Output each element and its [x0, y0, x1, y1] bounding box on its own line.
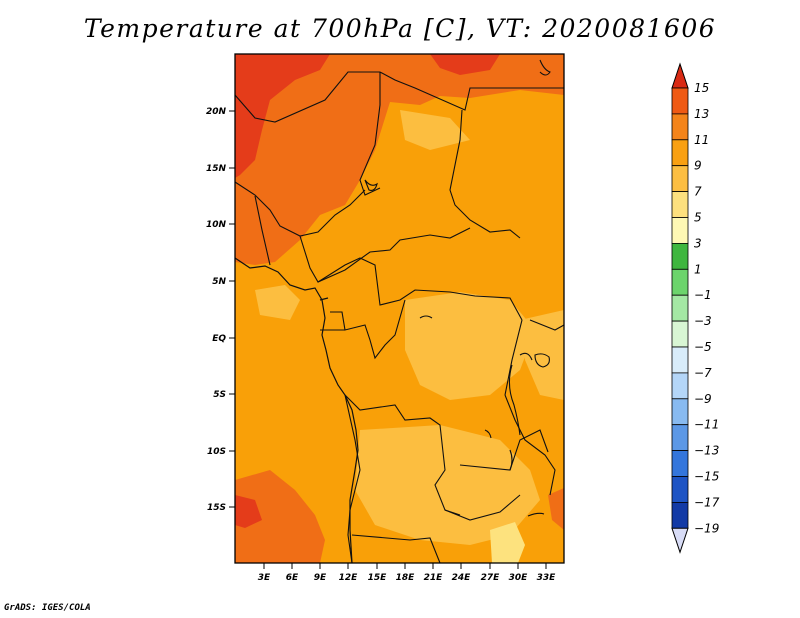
- colorbar-box: [671, 191, 689, 218]
- lon-label-3e: 3E: [258, 573, 271, 583]
- lat-label-5s: 5S: [213, 390, 226, 400]
- lat-label-10s: 10S: [207, 447, 226, 457]
- colorbar-label: 9: [694, 159, 702, 173]
- field-7c-gulf: [255, 285, 300, 320]
- colorbar-box: [671, 268, 689, 296]
- lon-label-24e: 24E: [452, 573, 472, 583]
- coastline: [234, 257, 359, 564]
- colorbar-box: [671, 139, 689, 167]
- lat-label-10n: 10N: [206, 220, 227, 230]
- grads-credit: GrADS: IGES/COLA: [4, 603, 91, 613]
- colorbar-box: [671, 372, 689, 400]
- lon-label-30e: 30E: [509, 573, 529, 583]
- colorbar-label: −19: [694, 521, 719, 535]
- field-5c-south: [490, 522, 525, 563]
- colorbar-label: 11: [694, 133, 709, 147]
- colorbar-bottom-arrow: [671, 527, 689, 554]
- colorbar: 15 13 11 9 7 5 3 1 −1 −3 −5 −7 −9 −11 −13 −15 −17 −19: [671, 62, 720, 554]
- colorbar-label: 3: [694, 236, 702, 250]
- field-7c-congo: [405, 292, 535, 400]
- colorbar-label: −3: [694, 314, 712, 328]
- colorbar-box: [671, 294, 689, 322]
- lon-label-6e: 6E: [286, 573, 299, 583]
- lon-label-15e: 15E: [368, 573, 388, 583]
- colorbar-box: [671, 242, 689, 270]
- lat-label-5n: 5N: [212, 277, 226, 287]
- field-13c-ne: [430, 54, 500, 75]
- field-13c-sw: [235, 495, 262, 528]
- field-7c-sahel: [400, 110, 470, 150]
- lon-label-18e: 18E: [396, 573, 416, 583]
- colorbar-box: [671, 113, 689, 141]
- colorbar-box: [671, 424, 689, 452]
- colorbar-box: [671, 346, 689, 374]
- colorbar-label: −5: [694, 340, 712, 354]
- field-11c-north: [235, 54, 564, 265]
- latitude-axis: 20N 15N 10N 5N EQ 5S 10S 15S: [206, 107, 235, 513]
- country-borders: [234, 71, 565, 564]
- colorbar-label: −7: [694, 366, 712, 380]
- lat-label-eq: EQ: [212, 334, 226, 344]
- colorbar-box: [671, 87, 689, 115]
- colorbar-label: −17: [694, 495, 720, 509]
- lat-label-15s: 15S: [207, 503, 226, 513]
- colorbar-label: −11: [694, 418, 719, 432]
- colorbar-label: −9: [694, 392, 712, 406]
- colorbar-box: [671, 165, 689, 192]
- field-13c-nw: [235, 54, 330, 178]
- colorbar-box: [671, 450, 689, 477]
- colorbar-label: 15: [694, 81, 709, 95]
- field-11c-sw: [235, 470, 325, 563]
- lon-label-33e: 33E: [537, 573, 557, 583]
- colorbar-top-arrow: [671, 62, 689, 89]
- lakes: [364, 59, 551, 517]
- colorbar-label: −15: [694, 470, 719, 484]
- lat-label-20n: 20N: [206, 107, 227, 117]
- colorbar-label: 5: [694, 211, 702, 225]
- field-11c-east: [548, 488, 564, 530]
- lat-label-15n: 15N: [206, 164, 227, 174]
- lon-label-12e: 12E: [339, 573, 359, 583]
- temperature-field: [235, 54, 564, 563]
- colorbar-box: [671, 320, 689, 348]
- colorbar-box: [671, 398, 689, 426]
- field-7c-eastlakes: [520, 310, 564, 400]
- lon-label-21e: 21E: [424, 573, 444, 583]
- colorbar-box: [671, 476, 689, 503]
- colorbar-label: −1: [694, 288, 712, 302]
- colorbar-label: 1: [694, 262, 702, 276]
- lon-label-27e: 27E: [481, 573, 501, 583]
- map-frame: [234, 53, 565, 564]
- longitude-axis: 3E 6E 9E 12E 15E 18E 21E 24E 27E 30E 33E: [258, 563, 556, 583]
- map-title: Temperature at 700hPa [C], VT: 202008160…: [83, 14, 717, 43]
- colorbar-box: [671, 501, 689, 529]
- field-7c-south: [355, 425, 540, 545]
- colorbar-label: −13: [694, 444, 719, 458]
- colorbar-label: 13: [694, 107, 709, 121]
- colorbar-label: 7: [694, 185, 702, 199]
- colorbar-box: [671, 217, 689, 244]
- lon-label-9e: 9E: [314, 573, 327, 583]
